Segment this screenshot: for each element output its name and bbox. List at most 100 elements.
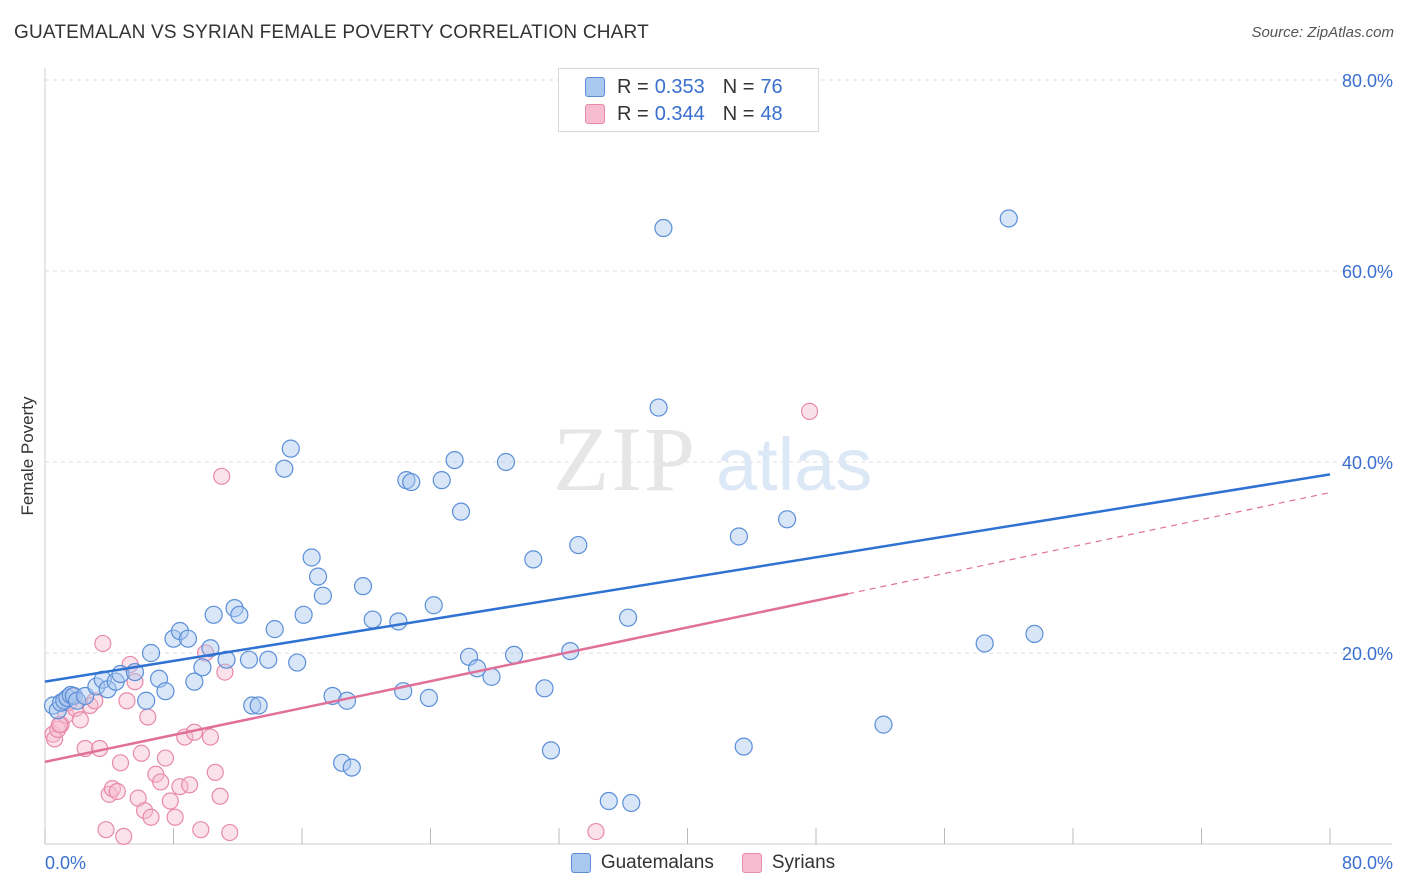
syrian-point — [156, 749, 175, 767]
y-tick-label: 40.0% — [1342, 453, 1393, 473]
watermark-atlas: atlas — [716, 423, 872, 506]
y-tick-label: 20.0% — [1342, 644, 1393, 664]
guatemalan-point — [524, 550, 543, 569]
guatemalan-point — [496, 452, 516, 472]
syrian-point — [115, 827, 133, 845]
legend-r-value: 0.344 — [654, 102, 705, 125]
guatemalan-point — [389, 612, 408, 631]
legend-swatch-syrians — [741, 853, 762, 873]
guatemalan-point — [185, 672, 204, 691]
guatemalan-point — [729, 527, 749, 546]
guatemalan-point — [654, 218, 673, 238]
guatemalan-point — [777, 510, 797, 529]
guatemalan-point — [259, 650, 278, 669]
trend-lines — [44, 473, 1331, 764]
grid-lines — [45, 79, 1392, 654]
stats-legend: R = 0.353 N = 76 R = 0.344 N = 48 — [558, 68, 819, 132]
legend-item-guatemalans[interactable]: Guatemalans — [570, 852, 714, 874]
guatemalan-point — [874, 715, 893, 734]
syrian-point — [97, 821, 115, 839]
guatemalan-point — [230, 605, 249, 624]
legend-r-label: R = — [617, 102, 649, 125]
guatemalan-point — [353, 577, 373, 596]
legend-n-label: N = — [722, 75, 755, 98]
syrian-point — [206, 763, 224, 781]
syrian-point — [86, 692, 104, 710]
guatemalan-point — [275, 459, 294, 478]
y-tick-label: 80.0% — [1342, 71, 1393, 91]
syrian-point — [135, 801, 154, 820]
guatemalan-point — [313, 586, 332, 605]
guatemalan-point — [734, 737, 753, 756]
guatemalan-point — [239, 650, 259, 669]
watermark-zip: ZIP — [553, 408, 697, 510]
syrian-trend-line — [44, 592, 849, 764]
syrian-point — [94, 634, 112, 653]
guatemalan-point — [156, 682, 175, 701]
legend-n-label: N = — [722, 102, 755, 125]
guatemalan-point — [243, 696, 262, 715]
guatemalan-point — [599, 791, 618, 811]
guatemalan-point — [451, 502, 471, 521]
legend-swatch-guatemalans — [570, 853, 591, 873]
guatemalan-point — [622, 793, 641, 813]
guatemalan-point — [363, 610, 382, 629]
series-legend: Guatemalans Syrians — [0, 852, 1406, 874]
guatemalan-point — [87, 677, 106, 696]
legend-row-syrians: R = 0.344 N = 48 — [585, 102, 783, 126]
source-label: Source: ZipAtlas.com — [1251, 24, 1394, 41]
syrian-point — [126, 673, 144, 691]
guatemalan-point — [308, 567, 328, 586]
guatemalan-point — [445, 450, 464, 470]
guatemalan-point — [999, 209, 1018, 228]
legend-n-value: 76 — [760, 75, 783, 98]
chart-title: GUATEMALAN VS SYRIAN FEMALE POVERTY CORR… — [14, 22, 649, 43]
syrian-point — [213, 467, 231, 485]
guatemalan-point — [201, 639, 220, 658]
syrian-point — [161, 792, 179, 810]
guatemalan-point — [535, 679, 554, 698]
guatemalan-point — [419, 688, 438, 707]
guatemalan-point — [193, 658, 212, 677]
guatemalan-point — [342, 758, 361, 777]
guatemalan-point — [424, 596, 443, 615]
syrian-point — [221, 823, 239, 842]
guatemalan-point — [249, 696, 268, 715]
syrian-point — [201, 728, 220, 746]
guatemalan-point — [333, 753, 352, 772]
guatemalan-point — [504, 645, 524, 665]
guatemalan-point — [402, 472, 421, 492]
guatemalan-point — [541, 741, 561, 760]
guatemalan-point — [281, 439, 300, 458]
guatemalan-point — [294, 605, 313, 624]
legend-n-value: 48 — [760, 102, 783, 125]
x-tick-label: 80.0% — [1342, 853, 1393, 873]
x-tick-label: 0.0% — [45, 853, 86, 873]
y-tick-label: 60.0% — [1342, 262, 1393, 282]
legend-label-guatemalans: Guatemalans — [600, 852, 714, 873]
guatemalan-point — [1025, 624, 1044, 644]
syrian-point — [71, 711, 89, 729]
legend-item-syrians[interactable]: Syrians — [741, 852, 836, 874]
syrian-point — [587, 822, 605, 841]
guatemalan-points — [43, 209, 1044, 813]
legend-label-syrians: Syrians — [771, 852, 836, 873]
syrian-point — [800, 402, 819, 420]
syrian-point — [211, 787, 229, 805]
guatemalan-point — [164, 629, 183, 648]
guatemalan-point — [649, 398, 668, 417]
legend-r-label: R = — [617, 75, 649, 98]
legend-row-guatemalans: R = 0.353 N = 76 — [585, 75, 783, 99]
guatemalan-point — [975, 634, 994, 653]
guatemalan-point — [204, 605, 223, 624]
syrian-point — [142, 808, 160, 826]
guatemalan-point — [302, 548, 321, 567]
syrian-point — [180, 776, 199, 794]
syrian-point — [50, 716, 69, 734]
syrian-point — [139, 708, 157, 726]
guatemalan-point — [569, 535, 588, 555]
syrian-point — [118, 692, 136, 710]
syrian-point — [166, 808, 184, 826]
guatemalan-point — [432, 471, 451, 490]
guatemalan-point — [137, 691, 156, 710]
